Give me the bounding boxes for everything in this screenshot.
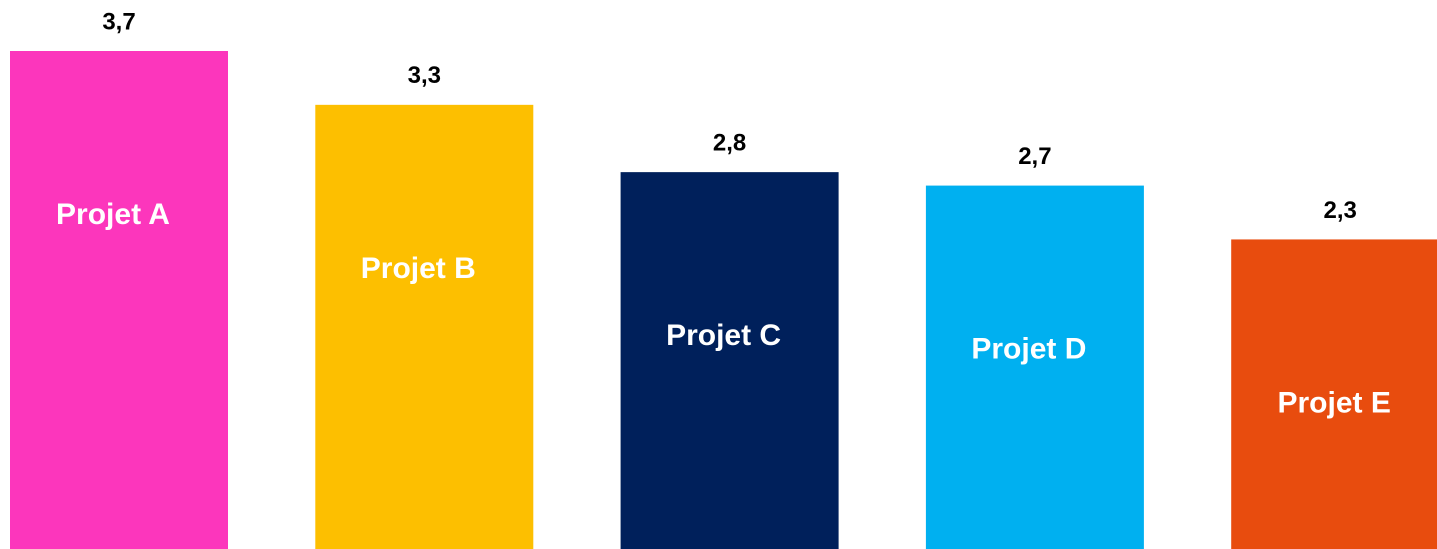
category-label: Projet A	[56, 198, 170, 231]
bar	[620, 172, 839, 549]
category-label: Projet E	[1278, 386, 1391, 419]
value-label: 3,3	[408, 62, 441, 89]
bar	[925, 185, 1144, 549]
category-label: Projet B	[361, 252, 476, 285]
value-label: 2,8	[713, 129, 746, 156]
value-label: 2,7	[1018, 143, 1051, 170]
category-label: Projet C	[666, 319, 781, 352]
category-label: Projet D	[971, 333, 1086, 366]
bar	[315, 104, 534, 549]
value-label: 2,3	[1324, 197, 1357, 224]
value-label: 3,7	[102, 8, 135, 35]
bar	[1231, 239, 1437, 549]
bar	[10, 51, 228, 549]
